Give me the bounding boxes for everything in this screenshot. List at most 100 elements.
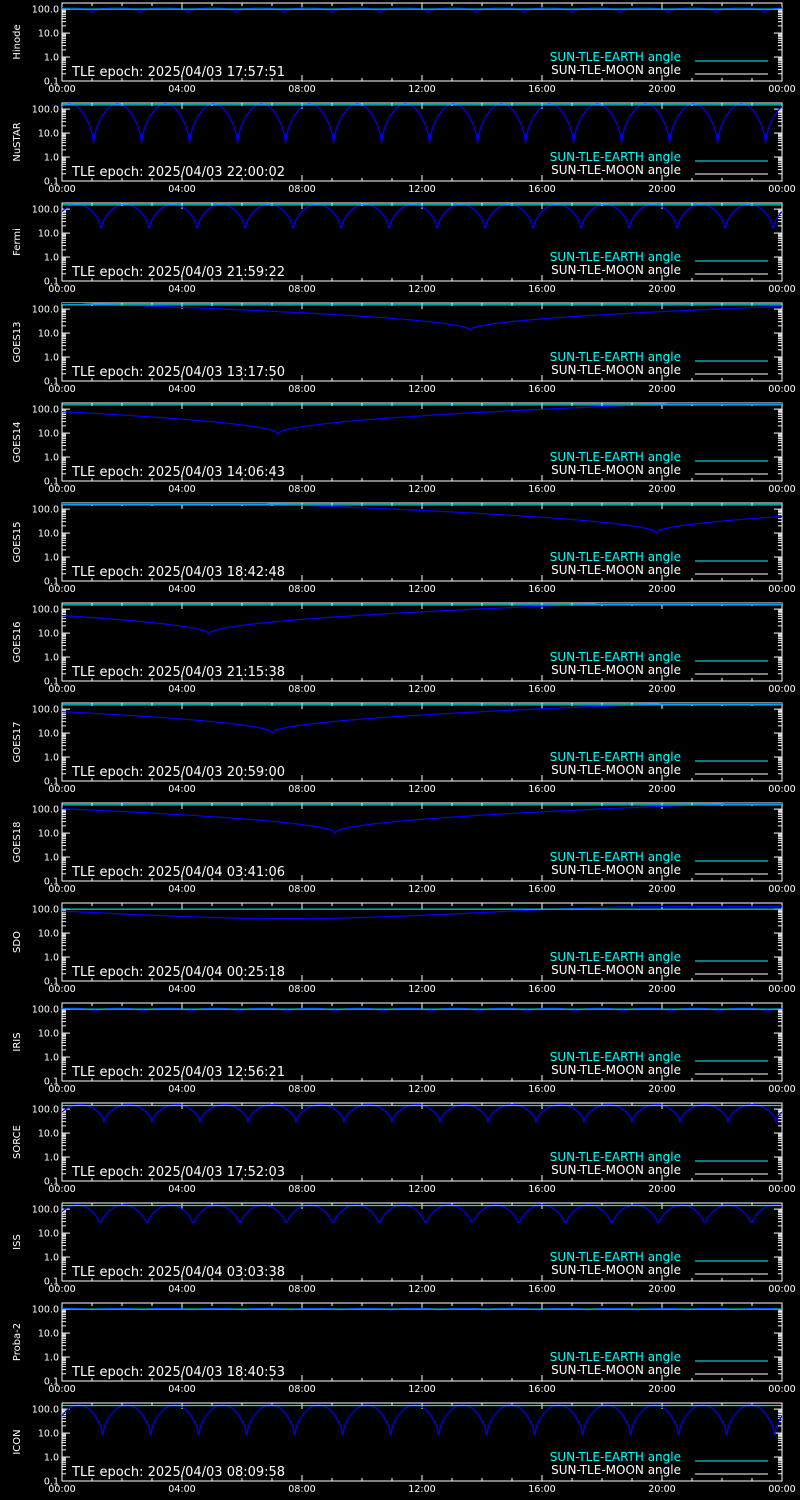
x-tick-label: 16:00	[528, 484, 555, 495]
y-tick-label: 10.0	[38, 629, 59, 640]
x-tick-label: 00:00	[768, 1284, 795, 1295]
tle-epoch-label: TLE epoch: 2025/04/03 08:09:58	[71, 1465, 285, 1480]
x-tick-label: 08:00	[288, 1484, 315, 1495]
y-tick-label: 100.0	[32, 1005, 59, 1016]
x-tick-label: 00:00	[768, 984, 795, 995]
panel-goes13: 100.0 10.0 1.0 0.1 00:00 04:00 08:00 12:00 16:00…	[0, 300, 800, 400]
x-tick-label: 00:00	[48, 284, 75, 295]
x-tick-label: 00:00	[768, 784, 795, 795]
series-group	[62, 803, 782, 835]
panel-plot: 100.010.01.00.100:00 04:00 08:00 12:00 16:00…	[12, 1002, 796, 1095]
x-tick-label: 20:00	[648, 784, 675, 795]
x-tick-label: 00:00	[768, 1084, 795, 1095]
x-tick-label: 08:00	[288, 784, 315, 795]
x-tick-label: 16:00	[528, 1084, 555, 1095]
panel-sdo: 100.0 10.0 1.0 0.1 00:00 04:00 08:00 12:00 16:00…	[0, 900, 800, 1000]
tle-epoch-label: TLE epoch: 2025/04/04 03:41:06	[71, 865, 285, 880]
series-group	[62, 905, 782, 920]
legend-earth-label: SUN-TLE-EARTH angle	[550, 1350, 681, 1364]
x-tick-label: 20:00	[648, 1184, 675, 1195]
y-tick-label: 100.0	[32, 5, 59, 16]
x-tick-label: 20:00	[648, 1484, 675, 1495]
x-tick-label: 20:00	[648, 1084, 675, 1095]
legend-earth-label: SUN-TLE-EARTH angle	[550, 250, 681, 264]
y-tick-label: 0.1	[44, 977, 59, 988]
series-group	[62, 1204, 782, 1223]
x-tick-label: 04:00	[168, 984, 195, 995]
y-tick-label: 1.0	[44, 553, 59, 564]
satellite-label: SORCE	[12, 1125, 23, 1159]
x-tick-label: 16:00	[528, 584, 555, 595]
sun-tle-earth-line	[62, 1007, 782, 1013]
y-tick-label: 1.0	[44, 1153, 59, 1164]
series-group	[62, 503, 782, 535]
y-tick-label: 100.0	[32, 805, 59, 816]
x-tick-label: 20:00	[648, 1284, 675, 1295]
panel-plot: 100.010.01.00.100:00 04:00 08:00 12:00 16:00…	[12, 802, 796, 895]
y-tick-label: 10.0	[38, 429, 59, 440]
sun-tle-earth-line	[62, 703, 782, 735]
x-tick-label: 16:00	[528, 684, 555, 695]
legend-earth-label: SUN-TLE-EARTH angle	[550, 550, 681, 564]
y-tick-label: 100.0	[32, 505, 59, 516]
x-tick-label: 12:00	[408, 384, 435, 395]
y-tick-label: 100.0	[32, 1105, 59, 1116]
x-tick-label: 12:00	[408, 684, 435, 695]
panel-iss: 100.0 10.0 1.0 0.1 00:00 04:00 08:00 12:00 16:00…	[0, 1200, 800, 1300]
panel-plot: 100.010.01.00.100:00 04:00 08:00 12:00 16:00…	[12, 1302, 796, 1395]
y-tick-label: 100.0	[32, 1405, 59, 1416]
panel-plot: 100.010.01.00.100:00 04:00 08:00 12:00 16:00…	[12, 402, 796, 495]
x-tick-label: 16:00	[528, 84, 555, 95]
x-tick-label: 04:00	[168, 484, 195, 495]
panel-sorce: 100.0 10.0 1.0 0.1 00:00 04:00 08:00 12:00 16:00…	[0, 1100, 800, 1200]
x-tick-label: 16:00	[528, 984, 555, 995]
tle-epoch-label: TLE epoch: 2025/04/03 18:40:53	[71, 1365, 285, 1380]
y-tick-label: 100.0	[32, 605, 59, 616]
x-tick-label: 20:00	[648, 84, 675, 95]
series-group	[62, 1007, 782, 1013]
satellite-label: IRIS	[12, 1032, 23, 1051]
legend-earth-label: SUN-TLE-EARTH angle	[550, 1450, 681, 1464]
x-tick-label: 00:00	[48, 384, 75, 395]
sun-tle-earth-line	[62, 203, 782, 230]
panel-fermi: 100.0 10.0 1.0 0.1 00:00 04:00 08:00 12:00 16:00…	[0, 200, 800, 300]
x-tick-label: 00:00	[768, 484, 795, 495]
legend-moon-label: SUN-TLE-MOON angle	[551, 763, 681, 777]
legend-moon-label: SUN-TLE-MOON angle	[551, 1263, 681, 1277]
y-tick-label: 10.0	[38, 1029, 59, 1040]
x-tick-label: 20:00	[648, 484, 675, 495]
panel-nustar: 100.0 10.0 1.0 0.1 00:00 04:00 08:00 12:00 16:00…	[0, 100, 800, 200]
y-tick-label: 0.1	[44, 377, 59, 388]
x-tick-label: 00:00	[768, 284, 795, 295]
x-tick-label: 16:00	[528, 284, 555, 295]
legend-moon-label: SUN-TLE-MOON angle	[551, 363, 681, 377]
x-tick-label: 08:00	[288, 84, 315, 95]
x-tick-label: 04:00	[168, 84, 195, 95]
series-group	[62, 603, 782, 636]
legend-moon-label: SUN-TLE-MOON angle	[551, 263, 681, 277]
x-tick-label: 04:00	[168, 1084, 195, 1095]
x-tick-label: 08:00	[288, 584, 315, 595]
x-tick-label: 16:00	[528, 1484, 555, 1495]
tle-epoch-label: TLE epoch: 2025/04/03 14:06:43	[71, 465, 285, 480]
x-tick-label: 16:00	[528, 884, 555, 895]
y-tick-label: 0.1	[44, 577, 59, 588]
x-tick-label: 12:00	[408, 1084, 435, 1095]
x-tick-label: 08:00	[288, 184, 315, 195]
panel-plot: 100.010.01.00.100:00 04:00 08:00 12:00 16:00…	[12, 602, 796, 695]
y-tick-label: 0.1	[44, 1377, 59, 1388]
x-tick-label: 08:00	[288, 1284, 315, 1295]
legend-moon-label: SUN-TLE-MOON angle	[551, 463, 681, 477]
panel-iris: 100.0 10.0 1.0 0.1 00:00 04:00 08:00 12:00 16:00…	[0, 1000, 800, 1100]
y-tick-label: 100.0	[32, 205, 59, 216]
sun-tle-earth-line	[62, 403, 782, 436]
x-tick-label: 20:00	[648, 184, 675, 195]
panel-plot: 100.010.01.00.100:00 04:00 08:00 12:00 16:00…	[12, 1102, 796, 1195]
x-tick-label: 20:00	[648, 384, 675, 395]
x-tick-label: 00:00	[48, 1384, 75, 1395]
y-tick-label: 10.0	[38, 729, 59, 740]
y-tick-label: 1.0	[44, 1053, 59, 1064]
x-tick-label: 00:00	[48, 1184, 75, 1195]
legend-moon-label: SUN-TLE-MOON angle	[551, 163, 681, 177]
legend-earth-label: SUN-TLE-EARTH angle	[550, 650, 681, 664]
